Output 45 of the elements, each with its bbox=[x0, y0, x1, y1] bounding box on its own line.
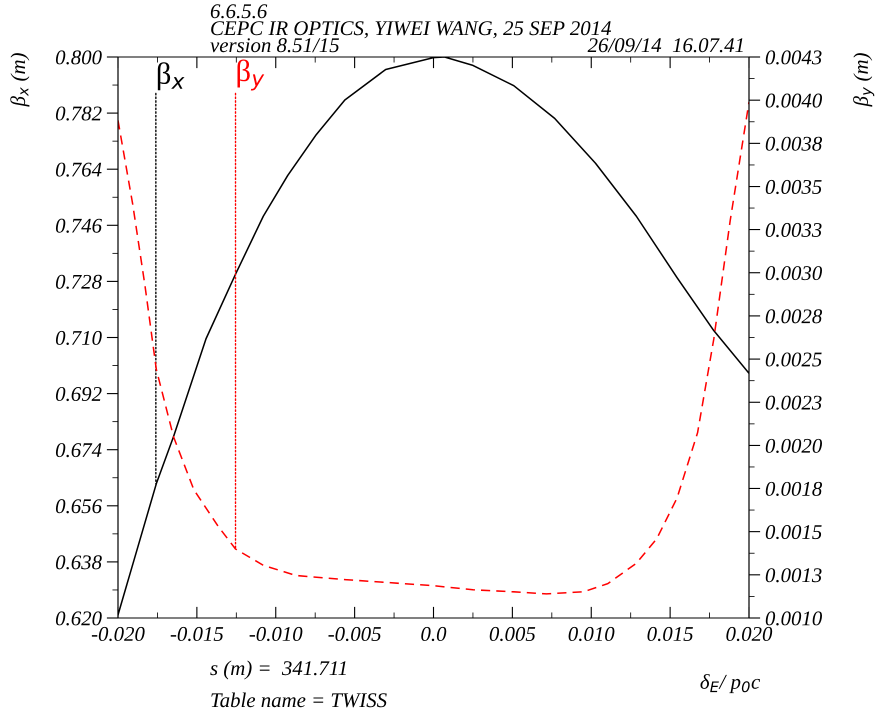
text: Table name = TWISS bbox=[211, 692, 387, 708]
x-tick-label: 0.015 bbox=[647, 626, 693, 642]
x-tick-label: -0.005 bbox=[328, 626, 381, 642]
y2-tick-label: 0.0038 bbox=[766, 136, 822, 151]
x-tick-label: -0.010 bbox=[250, 626, 302, 642]
y-tick-label: 0.656 bbox=[56, 499, 102, 514]
y-tick-label: 0.692 bbox=[56, 386, 102, 402]
annotation: β$_{x}$ bbox=[158, 62, 185, 90]
y2-tick-label: 0.0023 bbox=[766, 396, 822, 410]
y-tick-label: 0.800 bbox=[56, 50, 102, 65]
y2-tick-label: 0.0030 bbox=[766, 266, 822, 280]
text: 6.6.5.6 bbox=[210, 4, 268, 18]
y2-tick-label: 0.0013 bbox=[766, 568, 822, 582]
y2-axis-title: β$_{y}$ (m) bbox=[853, 53, 874, 107]
y2-tick-label: 0.0025 bbox=[766, 352, 822, 367]
y-tick-label: 0.746 bbox=[56, 218, 102, 233]
text: version 8.51/15 bbox=[210, 38, 339, 52]
y2-tick-label: 0.0020 bbox=[766, 438, 822, 453]
x-tick-label: -0.015 bbox=[170, 626, 224, 642]
annotation: β$_{y}$ bbox=[237, 59, 264, 90]
y2-tick-label: 0.0028 bbox=[766, 309, 822, 324]
y-axis-title: β$_{x}$ (m) bbox=[10, 53, 30, 107]
text: s (m) = 341.711 bbox=[210, 660, 346, 680]
y-tick-label: 0.728 bbox=[56, 274, 102, 289]
chart-title: CEPC IR OPTICS, YIWEI WANG, 25 SEP 2014 bbox=[211, 21, 612, 38]
y2-tick-label: 0.0043 bbox=[766, 50, 822, 65]
y-tick-label: 0.620 bbox=[56, 611, 102, 626]
y-tick-label: 0.710 bbox=[56, 330, 102, 346]
y-tick-label: 0.674 bbox=[56, 443, 102, 458]
y2-tick-label: 0.0033 bbox=[766, 222, 822, 238]
y2-tick-label: 0.0015 bbox=[766, 525, 822, 540]
x-tick-label: -0.020 bbox=[92, 626, 145, 642]
y2-tick-label: 0.0040 bbox=[766, 94, 822, 108]
text: 26/09/14 16.07.41 bbox=[588, 38, 743, 52]
y-tick-label: 0.638 bbox=[56, 555, 102, 570]
y2-tick-label: 0.0010 bbox=[766, 611, 822, 626]
x-axis-title: δ$_{E}$/ p$_{0}$c bbox=[700, 674, 760, 694]
x-tick-label: 0.010 bbox=[568, 626, 614, 642]
x-tick-label: 0.0 bbox=[421, 626, 446, 642]
x-tick-label: 0.005 bbox=[490, 626, 536, 642]
y-tick-label: 0.764 bbox=[56, 162, 102, 177]
y-tick-label: 0.782 bbox=[56, 106, 102, 121]
y2-tick-label: 0.0035 bbox=[766, 180, 822, 194]
x-tick-label: 0.020 bbox=[726, 626, 772, 642]
y2-tick-label: 0.0018 bbox=[766, 482, 822, 496]
